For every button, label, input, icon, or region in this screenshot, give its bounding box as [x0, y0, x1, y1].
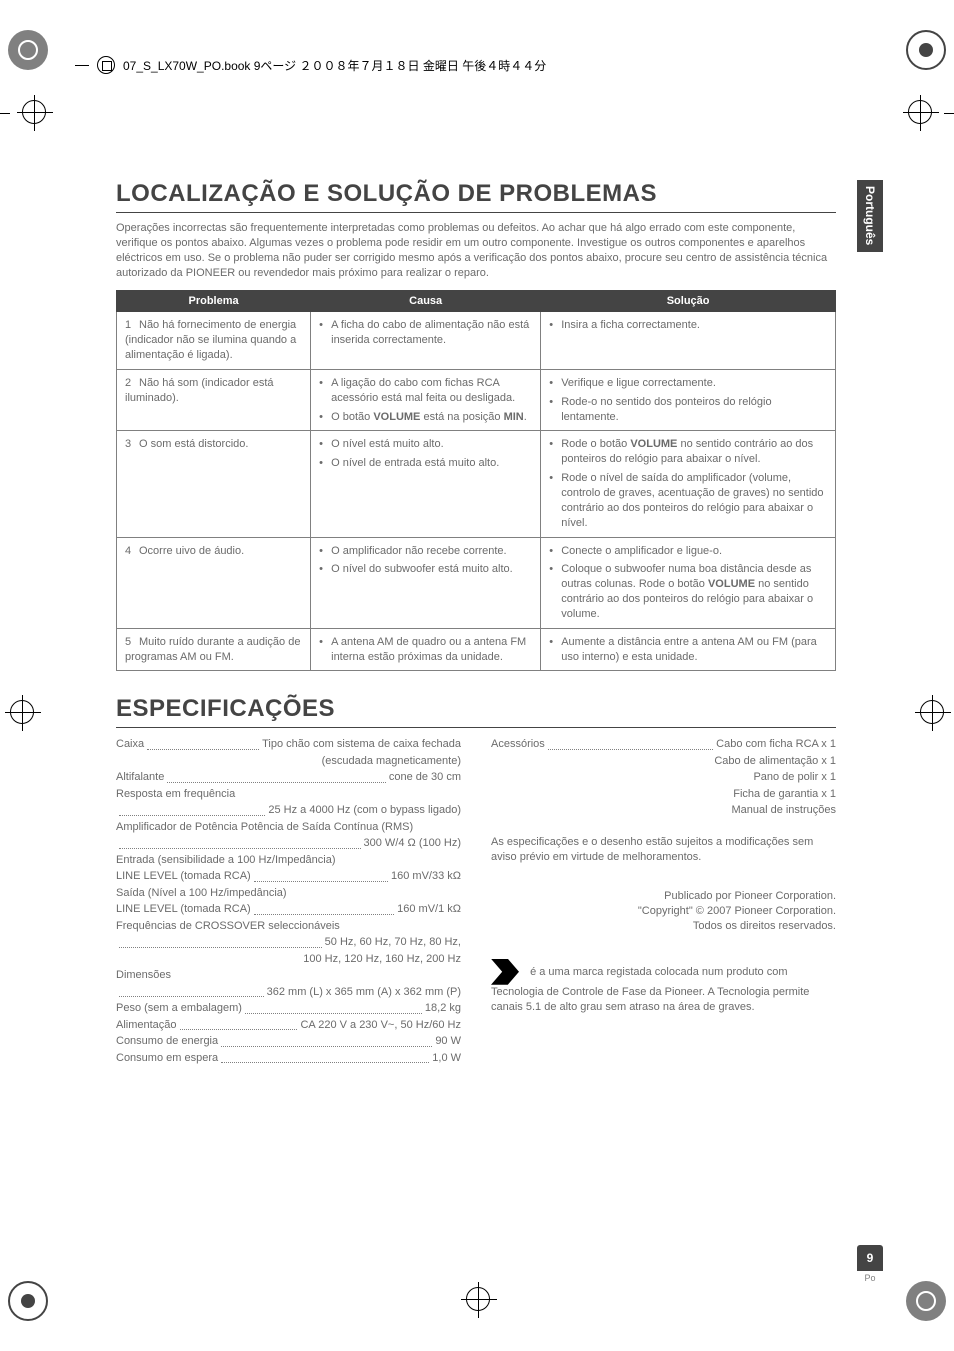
spec-line: Manual de instruções: [491, 802, 836, 819]
specs-footnote: As especificações e o desenho estão suje…: [491, 835, 836, 865]
doc-header: 07_S_LX70W_PO.book 9ページ ２００８年７月１８日 金曜日 午…: [75, 56, 546, 74]
spec-line: CaixaTipo chão com sistema de caixa fech…: [116, 736, 461, 753]
spec-line: 300 W/4 Ω (100 Hz): [116, 835, 461, 852]
cell-cause: A ligação do cabo com fichas RCA acessór…: [311, 369, 541, 431]
spec-line: 25 Hz a 4000 Hz (com o bypass ligado): [116, 802, 461, 819]
th-solution: Solução: [541, 291, 836, 312]
corner-mark-tr: [906, 30, 946, 70]
cell-problem: 3O som está distorcido.: [117, 431, 311, 537]
page-lang: Po: [857, 1273, 883, 1283]
spec-line: Amplificador de Potência Potência de Saí…: [116, 819, 461, 836]
page-number: 9: [857, 1245, 883, 1271]
book-icon: [97, 56, 115, 74]
corner-mark-br: [906, 1281, 946, 1321]
spec-line: 100 Hz, 120 Hz, 160 Hz, 200 Hz: [116, 951, 461, 968]
spec-line: Dimensões: [116, 967, 461, 984]
th-cause: Causa: [311, 291, 541, 312]
spec-line: Entrada (sensibilidade a 100 Hz/Impedânc…: [116, 852, 461, 869]
spec-line: AcessóriosCabo com ficha RCA x 1: [491, 736, 836, 753]
corner-mark-tl: [8, 30, 48, 70]
heading-specs: ESPECIFICAÇÕES: [116, 695, 836, 728]
copyright-block: Publicado por Pioneer Corporation. "Copy…: [491, 889, 836, 935]
reg-mark-ml: [10, 700, 34, 724]
cell-problem: 2Não há som (indicador está iluminado).: [117, 369, 311, 431]
cell-cause: A ficha do cabo de alimentação não está …: [311, 312, 541, 370]
intro-text: Operações incorrectas são frequentemente…: [116, 221, 836, 280]
cell-cause: O nível está muito alto.O nível de entra…: [311, 431, 541, 537]
trademark-block: é a uma marca registada colocada num pro…: [491, 959, 836, 1015]
page-content: LOCALIZAÇÃO E SOLUÇÃO DE PROBLEMAS Opera…: [116, 180, 836, 1066]
spec-line: Cabo de alimentação x 1: [491, 753, 836, 770]
spec-line: Peso (sem a embalagem)18,2 kg: [116, 1000, 461, 1017]
spec-line: Consumo em espera1,0 W: [116, 1050, 461, 1067]
cell-problem: 4Ocorre uivo de áudio.: [117, 537, 311, 628]
spec-line: Consumo de energia90 W: [116, 1033, 461, 1050]
specs-right-column: AcessóriosCabo com ficha RCA x 1Cabo de …: [491, 736, 836, 1066]
spec-line: LINE LEVEL (tomada RCA)160 mV/33 kΩ: [116, 868, 461, 885]
copyright-line: "Copyright" © 2007 Pioneer Corporation.: [491, 904, 836, 919]
spec-line: LINE LEVEL (tomada RCA)160 mV/1 kΩ: [116, 901, 461, 918]
spec-line: Pano de polir x 1: [491, 769, 836, 786]
spec-line: Saída (Nível a 100 Hz/impedância): [116, 885, 461, 902]
troubleshooting-table: Problema Causa Solução 1Não há fornecime…: [116, 290, 836, 671]
cell-solution: Insira a ficha correctamente.: [541, 312, 836, 370]
trademark-text: é a uma marca registada colocada num pro…: [491, 966, 809, 1013]
reg-mark-bc: [466, 1287, 490, 1311]
crop-line: [944, 113, 954, 114]
th-problem: Problema: [117, 291, 311, 312]
reg-mark-tl: [22, 100, 46, 124]
reg-mark-tr: [908, 100, 932, 124]
spec-line: Altifalantecone de 30 cm: [116, 769, 461, 786]
cell-solution: Verifique e ligue correctamente.Rode-o n…: [541, 369, 836, 431]
spec-line: Ficha de garantia x 1: [491, 786, 836, 803]
spec-line: Frequências de CROSSOVER seleccionáveis: [116, 918, 461, 935]
header-text: 07_S_LX70W_PO.book 9ページ ２００８年７月１８日 金曜日 午…: [123, 57, 546, 74]
spec-line: Resposta em frequência: [116, 786, 461, 803]
spec-line: 50 Hz, 60 Hz, 70 Hz, 80 Hz,: [116, 934, 461, 951]
cell-solution: Aumente a distância entre a antena AM ou…: [541, 628, 836, 671]
cell-problem: 5Muito ruído durante a audição de progra…: [117, 628, 311, 671]
corner-mark-bl: [8, 1281, 48, 1321]
reg-mark-mr: [920, 700, 944, 724]
table-row: 2Não há som (indicador está iluminado).A…: [117, 369, 836, 431]
table-row: 5Muito ruído durante a audição de progra…: [117, 628, 836, 671]
phase-logo-icon: [491, 959, 519, 985]
copyright-line: Todos os direitos reservados.: [491, 919, 836, 934]
table-row: 1Não há fornecimento de energia (indicad…: [117, 312, 836, 370]
cell-solution: Rode o botão VOLUME no sentido contrário…: [541, 431, 836, 537]
specs-left-column: CaixaTipo chão com sistema de caixa fech…: [116, 736, 461, 1066]
cell-solution: Conecte o amplificador e ligue-o.Coloque…: [541, 537, 836, 628]
crop-line: [0, 113, 10, 114]
language-tab: Português: [857, 180, 883, 252]
spec-line: (escudada magneticamente): [116, 753, 461, 770]
cell-cause: A antena AM de quadro ou a antena FM int…: [311, 628, 541, 671]
spec-line: 362 mm (L) x 365 mm (A) x 362 mm (P): [116, 984, 461, 1001]
table-row: 4Ocorre uivo de áudio.O amplificador não…: [117, 537, 836, 628]
cell-cause: O amplificador não recebe corrente.O nív…: [311, 537, 541, 628]
spec-line: AlimentaçãoCA 220 V a 230 V~, 50 Hz/60 H…: [116, 1017, 461, 1034]
cell-problem: 1Não há fornecimento de energia (indicad…: [117, 312, 311, 370]
table-row: 3O som está distorcido.O nível está muit…: [117, 431, 836, 537]
heading-troubleshooting: LOCALIZAÇÃO E SOLUÇÃO DE PROBLEMAS: [116, 180, 836, 213]
copyright-line: Publicado por Pioneer Corporation.: [491, 889, 836, 904]
